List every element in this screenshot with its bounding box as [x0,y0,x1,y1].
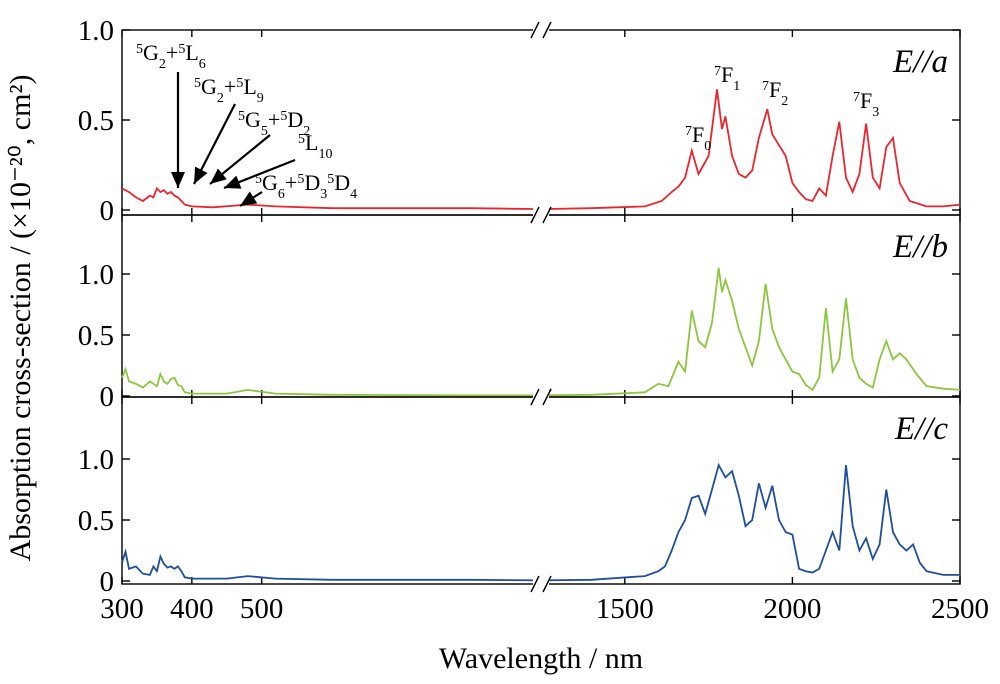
sub-text: 2 [781,94,788,109]
sup-text: 5 [238,109,245,124]
y-tick-label: 0.5 [78,105,114,137]
axis-break-mark [542,575,552,593]
main-text: G [201,74,217,99]
transition-label: 5G6+5D35D4 [255,170,357,202]
sub-text: 10 [318,147,332,162]
panel-label: E//a [892,44,948,80]
peak-label: 7F1 [714,62,740,94]
annotation-arrow-head [210,168,227,184]
x-tick-label: 300 [100,593,144,625]
sup-text: 5 [297,172,304,187]
sup-text: 7 [714,64,721,79]
sub-text: 2 [303,124,310,139]
sub-text: 9 [257,91,264,106]
main-text: + [285,170,297,195]
transition-label: 5G5+5D2 [238,107,310,139]
sup-text: 7 [853,90,860,105]
annotation-arrow-head [224,175,242,189]
sub-text: 2 [217,91,224,106]
x-tick-label: 1500 [596,593,654,625]
y-tick-label: 1.0 [78,444,114,476]
sup-text: 5 [236,76,243,91]
x-tick-label: 2000 [763,593,821,625]
transition-label: 5L10 [298,130,332,162]
y-tick-label: 0 [100,566,115,598]
panel-label: E//b [892,229,948,265]
main-text: D [287,107,303,132]
axis-break-mark [530,206,540,224]
sub-text: 6 [199,57,206,72]
x-axis-label: Wavelength / nm [439,642,643,675]
x-tick-label: 500 [240,593,284,625]
sup-text: 7 [685,124,692,139]
main-text: D [304,170,320,195]
y-tick-label: 1.0 [78,259,114,291]
annotation-arrow-head [171,172,185,188]
y-tick-label: 0 [100,381,115,413]
x-tick-label: 400 [170,593,214,625]
axis-break-mark [542,388,552,406]
sub-text: 4 [350,187,357,202]
sup-text: 5 [136,42,143,57]
y-tick-label: 1.0 [78,15,114,47]
main-text: F [692,122,704,147]
sup-text: 5 [327,172,334,187]
main-text: F [721,62,733,87]
sub-text: 6 [278,187,285,202]
y-tick-label: 0 [100,195,115,227]
panel-frame-2 [121,396,961,585]
series-line-E-b [121,267,961,397]
axis-break-mark [530,575,540,593]
sub-text: 5 [261,124,268,139]
peak-label: 7F2 [762,77,788,109]
main-text: F [860,88,872,113]
peak-label: 7F3 [853,88,879,120]
sub-text: 1 [733,79,740,94]
sup-text: 5 [280,109,287,124]
axis-break-mark [542,206,552,224]
sub-text: 2 [159,57,166,72]
annotation-arrow-head [240,191,258,206]
main-text: + [268,107,280,132]
x-tick-label: 2500 [931,593,989,625]
sup-text: 5 [255,172,262,187]
main-text: + [224,74,236,99]
main-text: G [143,40,159,65]
series-line-E-c [121,462,960,582]
main-text: F [769,77,781,102]
y-tick-label: 0.5 [78,505,114,537]
annotation-arrow-head [194,166,208,184]
series-line-E-a [121,89,961,211]
sup-text: 7 [762,79,769,94]
axis-break-mark [530,388,540,406]
sub-text: 3 [872,105,879,120]
peak-label: 7F0 [685,122,711,154]
main-text: L [185,40,198,65]
main-text: G [262,170,278,195]
y-axis-label: Absorption cross-section / (×10⁻²⁰, cm²) [4,75,37,562]
main-text: L [243,74,256,99]
transition-label: 5G2+5L6 [136,40,206,72]
main-text: D [334,170,350,195]
sup-text: 5 [178,42,185,57]
sup-text: 5 [194,76,201,91]
panel-label: E//c [894,411,948,447]
main-text: G [245,107,261,132]
sub-text: 3 [320,187,327,202]
sup-text: 5 [298,132,305,147]
main-text: L [305,130,318,155]
main-text: + [166,40,178,65]
y-tick-label: 0.5 [78,320,114,352]
sub-text: 0 [704,139,711,154]
transition-label: 5G2+5L9 [194,74,264,106]
axis-break-mark [542,21,552,39]
axis-break-mark [530,21,540,39]
